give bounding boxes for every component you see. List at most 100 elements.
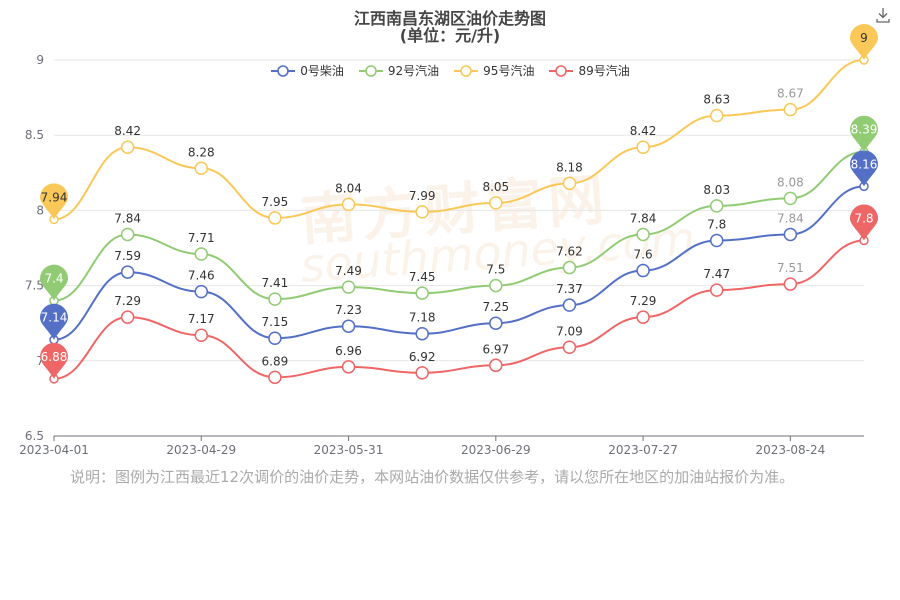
series-line <box>53 59 865 221</box>
x-tick-label: 2023-08-24 <box>755 443 825 457</box>
data-label: 8.63 <box>703 93 730 107</box>
pin-marker <box>850 204 878 241</box>
pin-label: 6.88 <box>41 350 68 364</box>
data-point <box>194 161 209 176</box>
data-label: 7.46 <box>188 269 215 283</box>
legend-label: 92号汽油 <box>387 64 440 78</box>
legend-item[interactable]: 0号柴油 <box>270 62 344 79</box>
data-label: 7.09 <box>556 324 583 338</box>
series-line <box>53 150 865 302</box>
data-point <box>120 227 135 242</box>
data-point <box>341 360 356 374</box>
data-label: 7.15 <box>262 315 289 329</box>
pin-marker <box>40 264 68 301</box>
data-label: 7.51 <box>777 261 804 275</box>
data-label: 8.42 <box>630 124 657 138</box>
data-label: 8.18 <box>556 160 583 174</box>
pin-label: 7.8 <box>854 211 873 225</box>
legend-item[interactable]: 89号汽油 <box>548 62 630 79</box>
data-point <box>709 108 724 123</box>
data-label: 8.28 <box>188 145 215 159</box>
data-label: 6.92 <box>409 350 436 364</box>
pin-marker <box>40 183 68 220</box>
data-label: 7.18 <box>409 311 436 325</box>
data-point <box>709 233 724 248</box>
data-point <box>562 340 577 355</box>
data-label: 6.97 <box>482 342 509 356</box>
y-tick-label: 9 <box>36 53 44 67</box>
x-tick-label: 2023-04-29 <box>166 443 236 457</box>
data-point <box>489 196 503 210</box>
data-label: 8.67 <box>777 87 804 101</box>
data-label: 7.99 <box>409 189 436 203</box>
data-label: 7.95 <box>262 195 289 209</box>
data-point <box>268 370 282 385</box>
data-point <box>120 310 135 324</box>
pin-label: 8.39 <box>851 123 878 137</box>
download-icon[interactable] <box>874 6 892 24</box>
x-tick-label: 2023-07-27 <box>608 443 678 457</box>
data-point <box>709 199 724 213</box>
data-label: 7.45 <box>409 270 436 284</box>
data-point <box>268 211 282 225</box>
data-point <box>489 358 503 373</box>
data-point <box>415 286 429 300</box>
data-label: 7.23 <box>335 303 362 317</box>
data-point <box>709 283 724 297</box>
data-label: 7.41 <box>262 276 289 290</box>
data-point <box>562 298 577 312</box>
legend-line-icon <box>358 64 383 77</box>
chart-title: 江西南昌东湖区油价走势图 <box>353 9 546 28</box>
data-point <box>415 366 429 380</box>
legend-label: 0号柴油 <box>300 64 344 78</box>
series-line <box>53 239 865 380</box>
y-tick-label: 7.5 <box>25 279 44 293</box>
data-point <box>489 278 503 293</box>
data-point <box>562 260 577 275</box>
y-tick-label: 8.5 <box>25 128 44 142</box>
data-point <box>636 310 650 324</box>
data-label: 8.42 <box>114 124 141 138</box>
data-point <box>783 191 798 206</box>
data-point <box>194 328 209 342</box>
data-point <box>415 326 429 341</box>
data-point <box>194 284 209 299</box>
pin-marker <box>850 24 878 60</box>
data-label: 7.29 <box>114 294 141 308</box>
data-point <box>636 263 650 278</box>
data-point <box>341 197 356 212</box>
x-tick-label: 2023-05-31 <box>314 443 384 457</box>
data-label: 7.17 <box>188 312 215 326</box>
data-label: 7.84 <box>777 211 804 225</box>
data-point <box>783 102 798 117</box>
data-point <box>415 205 429 219</box>
data-label: 7.5 <box>486 263 505 277</box>
data-label: 8.03 <box>703 183 730 197</box>
x-tick-label: 2023-04-01 <box>19 443 89 457</box>
data-point <box>636 227 650 242</box>
data-label: 7.8 <box>707 217 726 231</box>
data-point <box>341 319 356 333</box>
legend-line-icon <box>549 64 574 77</box>
data-label: 7.49 <box>335 264 362 278</box>
y-tick-label: 6.5 <box>25 429 44 443</box>
legend-item[interactable]: 92号汽油 <box>358 62 439 79</box>
data-point <box>783 277 798 291</box>
legend-item[interactable]: 95号汽油 <box>453 62 534 79</box>
y-tick-label: 7 <box>36 354 44 368</box>
pin-marker <box>40 342 68 379</box>
data-point <box>489 316 503 330</box>
pin-label: 8.16 <box>851 157 878 171</box>
data-label: 7.84 <box>630 211 657 225</box>
data-label: 6.89 <box>262 354 289 368</box>
legend-line-icon <box>454 64 479 77</box>
data-label: 7.84 <box>114 211 141 225</box>
chart-legend: 0号柴油 92号汽油 95号汽油 89号汽油 <box>0 62 900 79</box>
data-point <box>341 280 356 294</box>
data-point <box>783 227 798 242</box>
legend-label: 95号汽油 <box>483 64 535 78</box>
data-label: 7.29 <box>630 294 657 308</box>
pin-label: 7.94 <box>41 190 68 204</box>
pin-marker <box>850 150 878 187</box>
